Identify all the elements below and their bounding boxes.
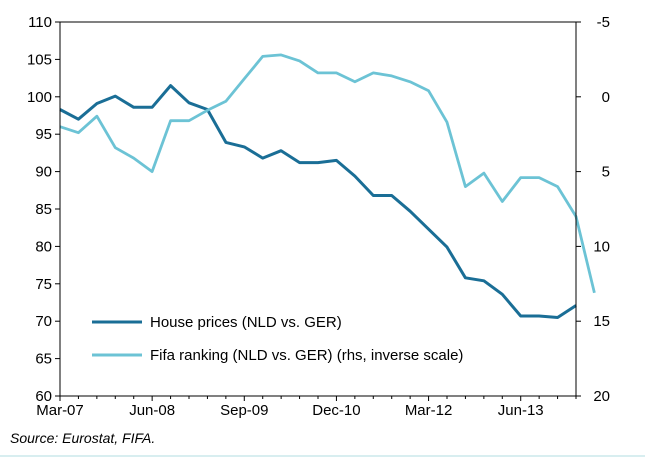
- left-tick-label: 105: [27, 51, 52, 68]
- x-tick-label: Dec-10: [312, 402, 360, 419]
- left-tick-label: 70: [35, 313, 52, 330]
- right-tick-label: 10: [593, 238, 610, 255]
- x-tick-label: Jun-13: [498, 402, 544, 419]
- left-tick-label: 100: [27, 89, 52, 106]
- legend-label: House prices (NLD vs. GER): [150, 314, 342, 331]
- left-tick-label: 110: [28, 14, 52, 31]
- left-tick-label: 90: [35, 164, 52, 181]
- right-tick-label: -5: [597, 14, 610, 31]
- series-line-house-prices: [59, 84, 577, 319]
- bottom-rule: [0, 455, 645, 457]
- left-tick-label: 75: [35, 276, 52, 293]
- right-tick-label: 15: [593, 313, 610, 330]
- source-note: Source: Eurostat, FIFA.: [10, 430, 156, 446]
- right-tick-label: 20: [593, 388, 610, 405]
- left-tick-label: 95: [35, 126, 52, 143]
- series-line-fifa-ranking: [59, 53, 596, 294]
- plot-frame: [59, 21, 577, 397]
- legend-label: Fifa ranking (NLD vs. GER) (rhs, inverse…: [150, 347, 463, 364]
- right-tick-label: 5: [602, 164, 610, 181]
- x-tick-label: Mar-12: [405, 402, 453, 419]
- left-tick-label: 85: [35, 201, 52, 218]
- left-tick-label: 80: [35, 238, 52, 255]
- right-tick-label: 0: [602, 89, 610, 106]
- x-tick-label: Jun-08: [129, 402, 175, 419]
- x-tick-label: Sep-09: [220, 402, 268, 419]
- left-tick-label: 60: [35, 388, 52, 405]
- left-tick-label: 65: [35, 351, 52, 368]
- x-tick-label: Mar-07: [36, 402, 84, 419]
